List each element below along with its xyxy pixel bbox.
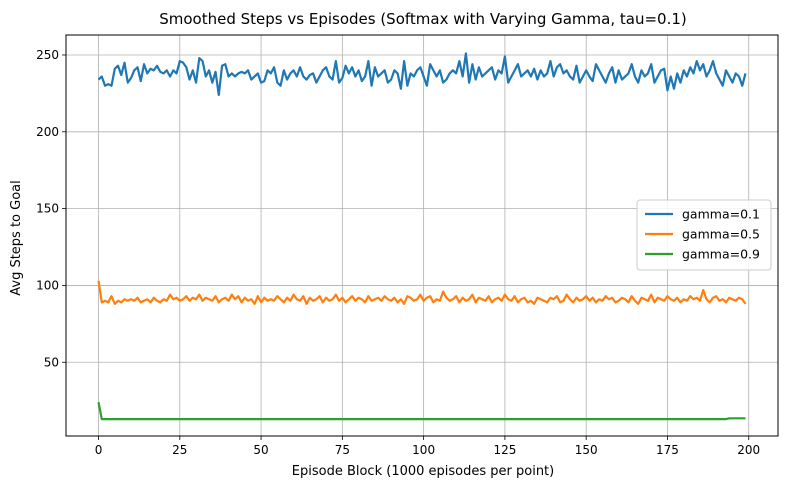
x-tick-label: 75 [335, 443, 350, 457]
x-tick-label: 150 [575, 443, 598, 457]
x-tick-label: 50 [253, 443, 268, 457]
axis-ticks: 0 25 50 75 100 125 150 175 200 50 100 150 200 250 [36, 48, 760, 457]
x-tick-label: 0 [95, 443, 103, 457]
grid-lines [66, 35, 778, 436]
legend: gamma=0.1 gamma=0.5 gamma=0.9 [636, 199, 772, 271]
plot-frame [65, 34, 779, 437]
legend-box [636, 199, 772, 271]
series-line-3 [97, 401, 746, 421]
x-tick-label: 100 [412, 443, 435, 457]
y-axis-label: Avg Steps to Goal [9, 180, 24, 296]
y-tick-label: 200 [36, 125, 59, 139]
chart-title: Smoothed Steps vs Episodes (Softmax with… [159, 10, 687, 28]
x-tick-label: 25 [172, 443, 187, 457]
y-tick-label: 150 [36, 202, 59, 216]
y-tick-label: 50 [44, 355, 59, 369]
series-line-1 [97, 52, 747, 97]
legend-label: gamma=0.5 [682, 227, 760, 242]
y-tick-label: 100 [36, 278, 59, 292]
x-tick-label: 175 [656, 443, 679, 457]
x-axis-label: Episode Block (1000 episodes per point) [292, 464, 554, 479]
y-tick-label: 250 [36, 48, 59, 62]
series-lines [97, 52, 747, 421]
legend-label: gamma=0.1 [682, 207, 760, 222]
x-tick-label: 200 [737, 443, 760, 457]
legend-label: gamma=0.9 [682, 247, 760, 262]
x-tick-label: 125 [493, 443, 516, 457]
series-line-2 [97, 280, 747, 305]
